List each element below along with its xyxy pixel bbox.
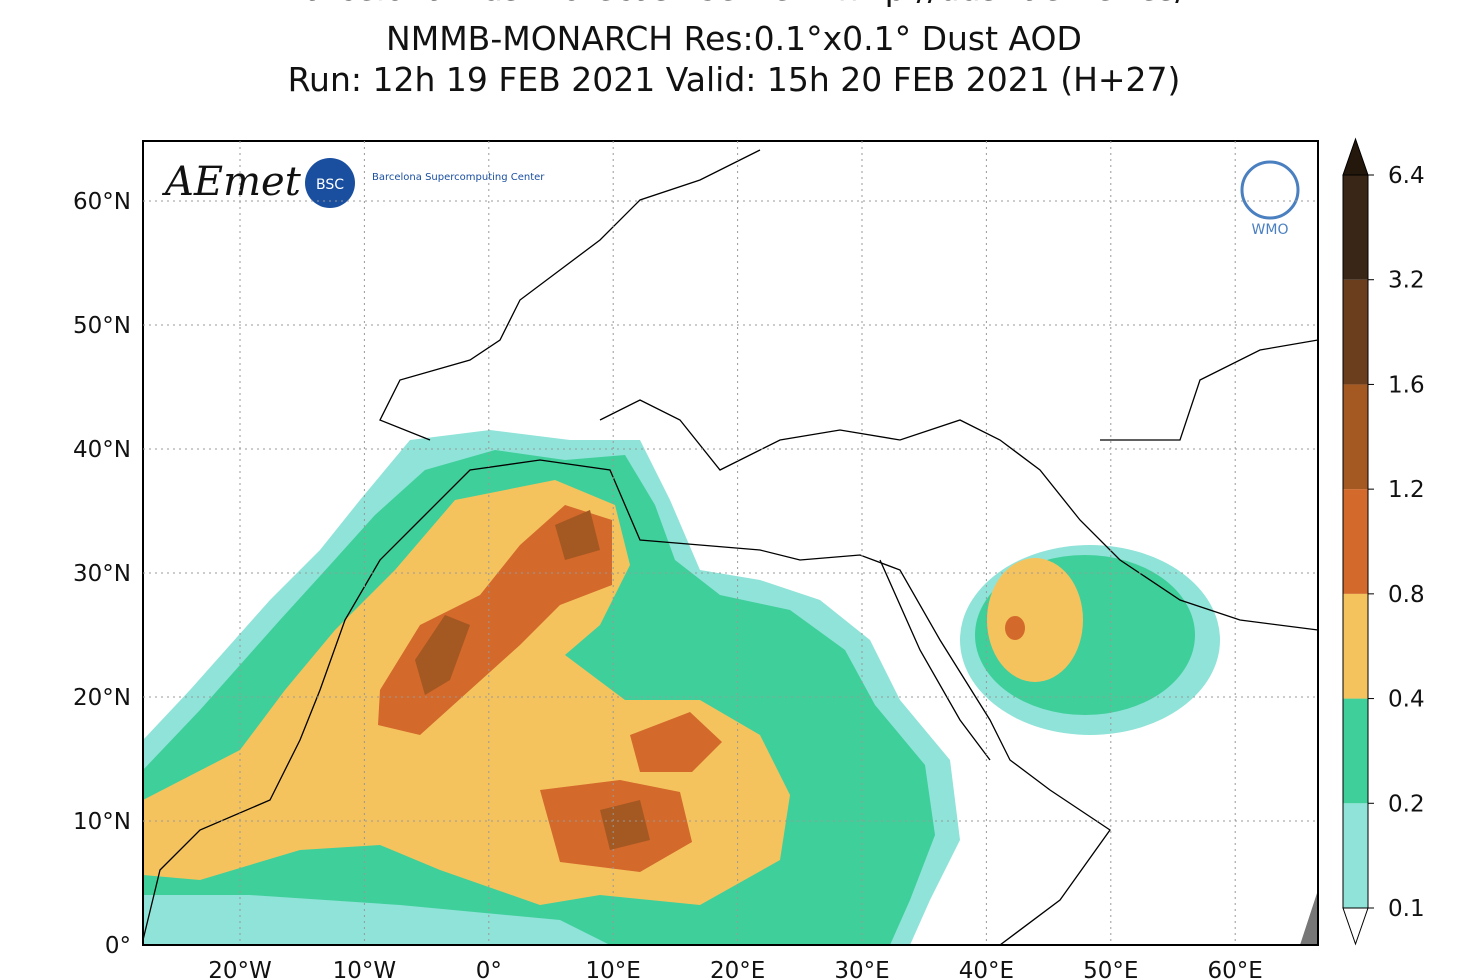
- colorbar-over: [1342, 137, 1369, 176]
- colorbar-label: 1.2: [1388, 477, 1425, 503]
- lat-label: 30°N: [73, 561, 131, 587]
- lat-label: 60°N: [73, 189, 131, 215]
- bsc-name: Barcelona Supercomputing Center: [372, 172, 545, 183]
- title-line: Barcelona Dust Forecast Center - http://…: [282, 0, 1188, 8]
- colorbar-label: 6.4: [1388, 163, 1425, 189]
- title-line: NMMB-MONARCH Res:0.1°x0.1° Dust AOD: [386, 19, 1082, 58]
- colorbar-segment: [1343, 803, 1368, 908]
- colorbar-frame: [1342, 174, 1369, 909]
- lon-label: 50°E: [1083, 958, 1138, 980]
- lon-label: 20°E: [710, 958, 765, 980]
- colorbar-label: 0.8: [1388, 582, 1425, 608]
- colorbar-segment: [1343, 279, 1368, 385]
- colorbar-segment: [1343, 593, 1368, 699]
- lat-label: 10°N: [73, 809, 131, 835]
- lon-label: 30°E: [834, 958, 889, 980]
- colorbar-segment: [1343, 175, 1368, 280]
- colorbar-label: 0.4: [1388, 687, 1425, 713]
- colorbar-label: 3.2: [1388, 268, 1425, 294]
- lon-label: 10°E: [586, 958, 641, 980]
- lon-label: 10°W: [333, 958, 397, 980]
- colorbar-label: 0.2: [1388, 791, 1425, 817]
- bsc-logo-text: BSC: [316, 177, 344, 193]
- colorbar-under: [1342, 907, 1369, 946]
- lon-label: 40°E: [959, 958, 1014, 980]
- lat-label: 50°N: [73, 313, 131, 339]
- title-line: Run: 12h 19 FEB 2021 Valid: 15h 20 FEB 2…: [288, 60, 1181, 99]
- map-frame: [142, 140, 1319, 946]
- map-area: [143, 141, 1318, 945]
- lon-label: 60°E: [1208, 958, 1263, 980]
- wmo-logo: [1240, 160, 1300, 220]
- wmo-text: WMO: [1252, 222, 1289, 238]
- colorbar-segment: [1343, 384, 1368, 490]
- lon-label: 20°W: [208, 958, 272, 980]
- lat-label: 20°N: [73, 685, 131, 711]
- logos: AEmet BSC Barcelona Supercomputing Cente…: [161, 158, 1300, 238]
- lon-label: 0°: [476, 958, 502, 980]
- colorbar-label: 0.1: [1388, 896, 1425, 922]
- colorbar-segment: [1343, 698, 1368, 804]
- colorbar-segment: [1343, 489, 1368, 594]
- bsc-logo: [305, 158, 355, 208]
- colorbar-label: 1.6: [1388, 372, 1425, 398]
- lat-label: 40°N: [73, 437, 131, 463]
- aemet-logo: AEmet: [161, 159, 302, 205]
- lat-label: 0°: [105, 933, 131, 959]
